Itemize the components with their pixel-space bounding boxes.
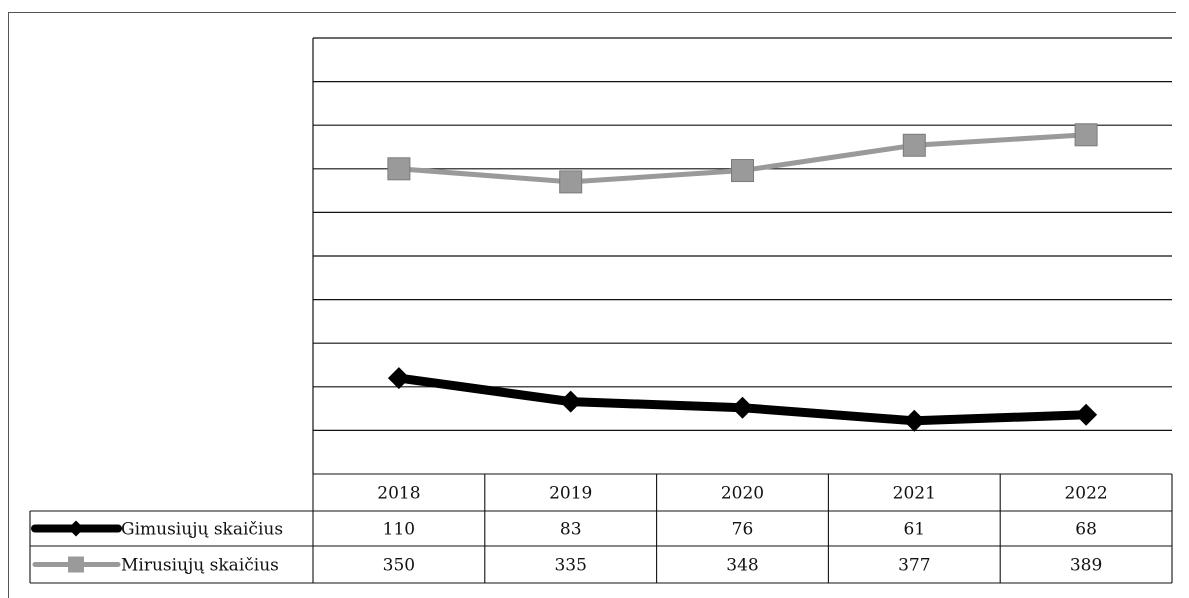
series-2 bbox=[387, 123, 1098, 194]
x-tick-label: 2021 bbox=[893, 484, 936, 504]
data-label: 68 bbox=[1075, 520, 1097, 540]
x-tick-label: 2020 bbox=[721, 484, 764, 504]
data-point bbox=[903, 409, 926, 432]
data-point bbox=[559, 170, 583, 194]
data-point bbox=[1075, 403, 1098, 426]
x-tick-label: 2018 bbox=[377, 484, 420, 504]
legend-entry: Mirusiųjų skaičius bbox=[32, 556, 279, 576]
data-label: 76 bbox=[732, 520, 754, 540]
data-label: 348 bbox=[726, 556, 758, 576]
data-label: 350 bbox=[383, 556, 415, 576]
legend-marker bbox=[68, 556, 84, 573]
data-point bbox=[1074, 123, 1098, 147]
data-point bbox=[387, 157, 411, 181]
data-table: 2018 2019 2020 2021 2022 Gimusiųjų skaičius 11… bbox=[29, 473, 1173, 584]
x-tick-label: 2022 bbox=[1064, 484, 1107, 504]
gridlines bbox=[312, 37, 1172, 474]
series-1 bbox=[387, 367, 1098, 432]
data-label: 377 bbox=[898, 556, 930, 576]
chart-frame bbox=[8, 12, 1176, 598]
data-point bbox=[731, 159, 754, 183]
data-label: 335 bbox=[554, 556, 586, 576]
x-tick-label: 2019 bbox=[549, 484, 592, 504]
legend-marker bbox=[68, 520, 84, 537]
data-point bbox=[559, 390, 582, 413]
data-label: 61 bbox=[903, 520, 925, 540]
data-point bbox=[902, 133, 926, 157]
data-point bbox=[387, 367, 410, 390]
data-label: 83 bbox=[560, 520, 582, 540]
legend-label: Gimusiųjų skaičius bbox=[121, 520, 283, 540]
data-point bbox=[731, 396, 754, 419]
legend-label: Mirusiųjų skaičius bbox=[121, 556, 279, 576]
series-layer bbox=[387, 123, 1098, 432]
legend-entry: Gimusiųjų skaičius bbox=[31, 520, 283, 540]
data-label: 110 bbox=[383, 520, 415, 540]
data-label: 389 bbox=[1070, 556, 1102, 576]
